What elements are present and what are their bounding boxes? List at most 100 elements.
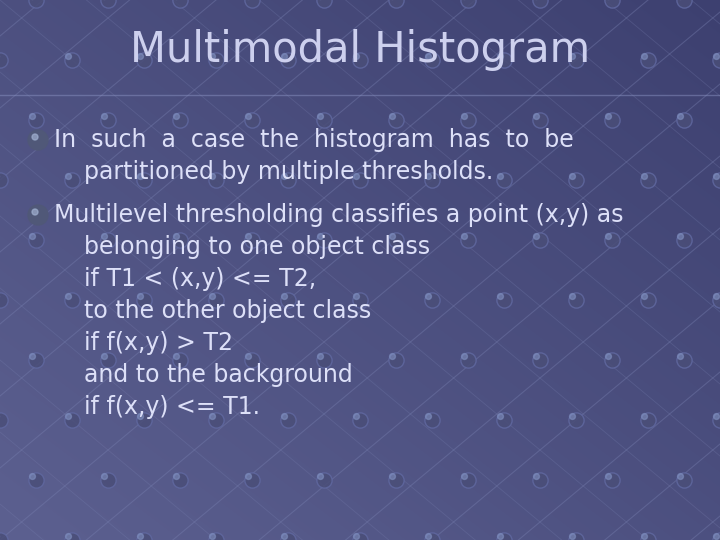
Point — [638, 411, 649, 420]
Point — [602, 352, 613, 360]
Point — [278, 292, 289, 300]
Point — [0, 411, 1, 420]
Text: In  such  a  case  the  histogram  has  to  be: In such a case the histogram has to be — [54, 128, 574, 152]
Point — [674, 112, 685, 120]
Point — [710, 52, 720, 60]
Point — [642, 416, 654, 424]
Point — [354, 176, 366, 184]
Point — [426, 56, 438, 64]
Point — [98, 232, 109, 240]
Text: if T1 < (x,y) <= T2,: if T1 < (x,y) <= T2, — [54, 267, 316, 291]
Point — [282, 416, 294, 424]
Point — [282, 56, 294, 64]
Point — [566, 292, 577, 300]
Point — [606, 356, 618, 364]
Point — [210, 416, 222, 424]
Point — [102, 356, 114, 364]
Point — [170, 232, 181, 240]
Point — [26, 471, 37, 480]
Point — [426, 416, 438, 424]
Point — [570, 176, 582, 184]
Point — [570, 536, 582, 540]
Point — [566, 411, 577, 420]
Point — [278, 172, 289, 180]
Point — [0, 176, 6, 184]
Point — [498, 536, 510, 540]
Point — [606, 235, 618, 244]
Point — [170, 112, 181, 120]
Point — [678, 116, 690, 124]
Point — [246, 476, 258, 484]
Point — [350, 52, 361, 60]
Point — [318, 116, 330, 124]
Point — [174, 0, 186, 4]
Point — [206, 172, 217, 180]
Point — [462, 0, 474, 4]
Point — [0, 536, 6, 540]
Point — [570, 296, 582, 305]
Point — [350, 172, 361, 180]
Point — [426, 296, 438, 305]
Point — [642, 536, 654, 540]
Point — [498, 56, 510, 64]
Point — [102, 116, 114, 124]
Point — [534, 356, 546, 364]
Point — [242, 112, 253, 120]
Point — [318, 0, 330, 4]
Point — [530, 352, 541, 360]
Point — [534, 0, 546, 4]
Point — [0, 172, 1, 180]
Point — [354, 536, 366, 540]
Point — [62, 172, 73, 180]
Point — [206, 411, 217, 420]
Point — [422, 532, 433, 540]
Point — [174, 356, 186, 364]
Point — [714, 416, 720, 424]
Point — [314, 352, 325, 360]
Point — [66, 416, 78, 424]
Point — [494, 52, 505, 60]
Point — [710, 292, 720, 300]
Point — [170, 352, 181, 360]
Circle shape — [32, 209, 38, 215]
Point — [26, 352, 37, 360]
Text: belonging to one object class: belonging to one object class — [54, 235, 430, 259]
Point — [426, 176, 438, 184]
Point — [134, 292, 145, 300]
Text: if f(x,y) <= T1.: if f(x,y) <= T1. — [54, 395, 260, 419]
Point — [530, 112, 541, 120]
Point — [602, 471, 613, 480]
Circle shape — [28, 205, 48, 225]
Point — [422, 52, 433, 60]
Point — [66, 56, 78, 64]
Point — [210, 176, 222, 184]
Point — [62, 411, 73, 420]
Point — [210, 536, 222, 540]
Point — [350, 411, 361, 420]
Point — [102, 476, 114, 484]
Point — [134, 411, 145, 420]
Point — [638, 532, 649, 540]
Point — [0, 296, 6, 305]
Text: Multimodal Histogram: Multimodal Histogram — [130, 29, 590, 71]
Point — [26, 112, 37, 120]
Point — [0, 56, 6, 64]
Point — [278, 532, 289, 540]
Point — [138, 176, 150, 184]
Point — [246, 356, 258, 364]
Point — [30, 356, 42, 364]
Point — [246, 235, 258, 244]
Point — [534, 116, 546, 124]
Point — [318, 235, 330, 244]
Point — [0, 416, 6, 424]
Point — [534, 235, 546, 244]
Point — [674, 232, 685, 240]
Point — [606, 0, 618, 4]
Point — [566, 172, 577, 180]
Point — [498, 296, 510, 305]
Point — [638, 172, 649, 180]
Point — [530, 471, 541, 480]
Point — [422, 172, 433, 180]
Point — [30, 116, 42, 124]
Point — [566, 52, 577, 60]
